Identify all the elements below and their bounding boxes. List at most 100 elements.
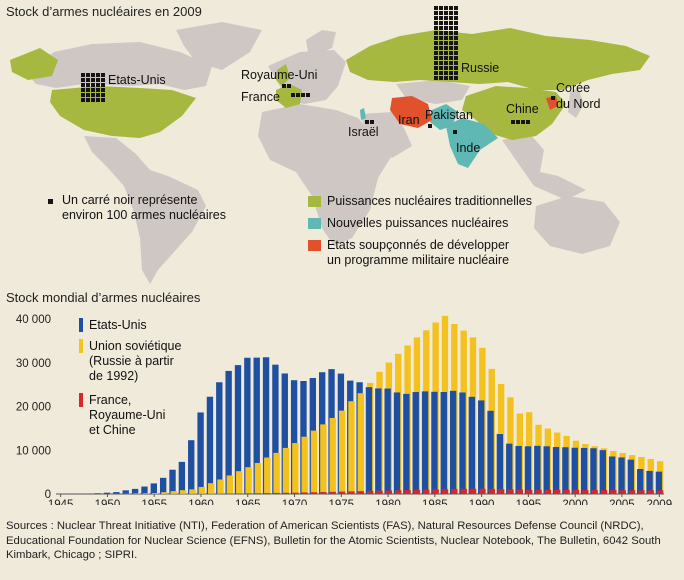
x-tick-label: 1960 <box>188 499 214 505</box>
stock-square <box>454 21 458 25</box>
bar-ussr-1975 <box>338 410 346 494</box>
bar-other-2003 <box>600 490 608 494</box>
stock-square <box>454 71 458 75</box>
x-tick-label: 1975 <box>328 499 354 505</box>
stock-square <box>444 21 448 25</box>
greenland <box>176 22 262 70</box>
stock-square <box>434 31 438 35</box>
bar-usa-1962 <box>216 382 223 494</box>
stock-square <box>96 78 100 82</box>
bar-ussr-1976 <box>348 401 355 494</box>
stock-square <box>86 73 90 77</box>
x-tick-label: 1980 <box>375 499 401 505</box>
stock-square <box>96 98 100 102</box>
stock-square <box>434 46 438 50</box>
bar-ussr-1955 <box>151 493 159 494</box>
stock-square <box>434 61 438 65</box>
stock-square <box>449 66 453 70</box>
stock-square <box>444 16 448 20</box>
legend-ussr-line3: de 1992) <box>89 369 139 383</box>
bar-ussr-1959 <box>189 489 196 494</box>
label-north-korea-line2: du Nord <box>556 97 601 111</box>
bar-other-2009 <box>656 490 664 494</box>
stock-square <box>444 61 448 65</box>
africa <box>258 104 394 246</box>
square-note-line1: Un carré noir représente <box>62 193 198 207</box>
bar-usa-1970 <box>290 380 298 494</box>
stock-square <box>439 21 443 25</box>
bar-ussr-1971 <box>301 436 308 494</box>
stock-square <box>86 83 90 87</box>
bar-other-1967 <box>264 493 271 494</box>
bar-usa-1984 <box>421 391 429 494</box>
world-map <box>10 6 650 284</box>
label-pakistan: Pakistan <box>425 108 473 122</box>
stock-square <box>101 93 105 97</box>
bar-ussr-1967 <box>264 457 271 494</box>
legend-suspected-swatch <box>308 240 321 251</box>
france-shape <box>276 84 302 108</box>
square-note: Un carré noir représente environ 100 arm… <box>62 193 226 223</box>
bar-usa-2000 <box>571 447 578 494</box>
bar-usa-1964 <box>234 365 242 494</box>
stock-square <box>444 51 448 55</box>
bar-usa-1961 <box>206 396 214 494</box>
stock-square <box>454 6 458 10</box>
bar-other-2001 <box>582 490 589 494</box>
stock-square <box>91 73 95 77</box>
bar-usa-1979 <box>375 388 382 494</box>
stock-square <box>449 51 453 55</box>
stock-square <box>86 98 90 102</box>
stock-square <box>516 120 520 124</box>
japan <box>568 88 584 118</box>
legend-traditional: Puissances nucléaires traditionnelles <box>327 194 532 208</box>
pakistan-stock-squares <box>428 124 432 128</box>
legend-ussr-swatch <box>79 339 83 353</box>
x-tick-label: 1945 <box>48 499 74 505</box>
stock-square <box>291 93 295 97</box>
legend-ussr: Union soviétique (Russie à partir de 199… <box>89 339 181 384</box>
stock-square <box>91 88 95 92</box>
stock-square <box>444 31 448 35</box>
bar-usa-1963 <box>225 370 232 494</box>
bar-other-1982 <box>404 490 411 494</box>
stock-square <box>96 93 100 97</box>
legend-usa-swatch <box>79 318 83 332</box>
bar-other-1983 <box>413 489 421 494</box>
stock-square <box>454 61 458 65</box>
bar-ussr-1956 <box>161 492 168 494</box>
bar-ussr-1957 <box>170 491 177 494</box>
bar-usa-1954 <box>141 486 148 494</box>
bar-other-2005 <box>619 490 626 494</box>
stock-square <box>449 31 453 35</box>
stock-square <box>439 31 443 35</box>
stock-square <box>434 66 438 70</box>
stock-square <box>96 83 100 87</box>
bar-ussr-1961 <box>207 483 215 494</box>
stock-square <box>439 51 443 55</box>
bar-usa-1987 <box>449 390 457 494</box>
stock-square <box>81 78 85 82</box>
label-usa: Etats-Unis <box>108 73 166 87</box>
stock-square <box>282 84 286 88</box>
stock-square <box>91 78 95 82</box>
usa-shape <box>50 86 196 138</box>
bar-usa-1990 <box>478 400 485 494</box>
stock-square <box>439 11 443 15</box>
stock-square <box>449 76 453 80</box>
square-note-line2: environ 100 armes nucléaires <box>62 208 226 222</box>
bar-usa-1998 <box>552 447 560 494</box>
bar-usa-1999 <box>562 447 569 494</box>
x-tick-label: 1985 <box>422 499 448 505</box>
stock-square <box>454 16 458 20</box>
bar-other-1980 <box>385 490 393 494</box>
bar-other-1977 <box>357 491 364 494</box>
stock-square <box>434 11 438 15</box>
bar-usa-1980 <box>384 388 391 494</box>
stock-square <box>81 93 85 97</box>
bar-ussr-1962 <box>217 479 224 494</box>
stock-square <box>449 16 453 20</box>
legend-suspected-line2: un programme militaire nucléaire <box>327 253 510 267</box>
bar-ussr-1964 <box>236 471 243 494</box>
stock-square <box>454 11 458 15</box>
